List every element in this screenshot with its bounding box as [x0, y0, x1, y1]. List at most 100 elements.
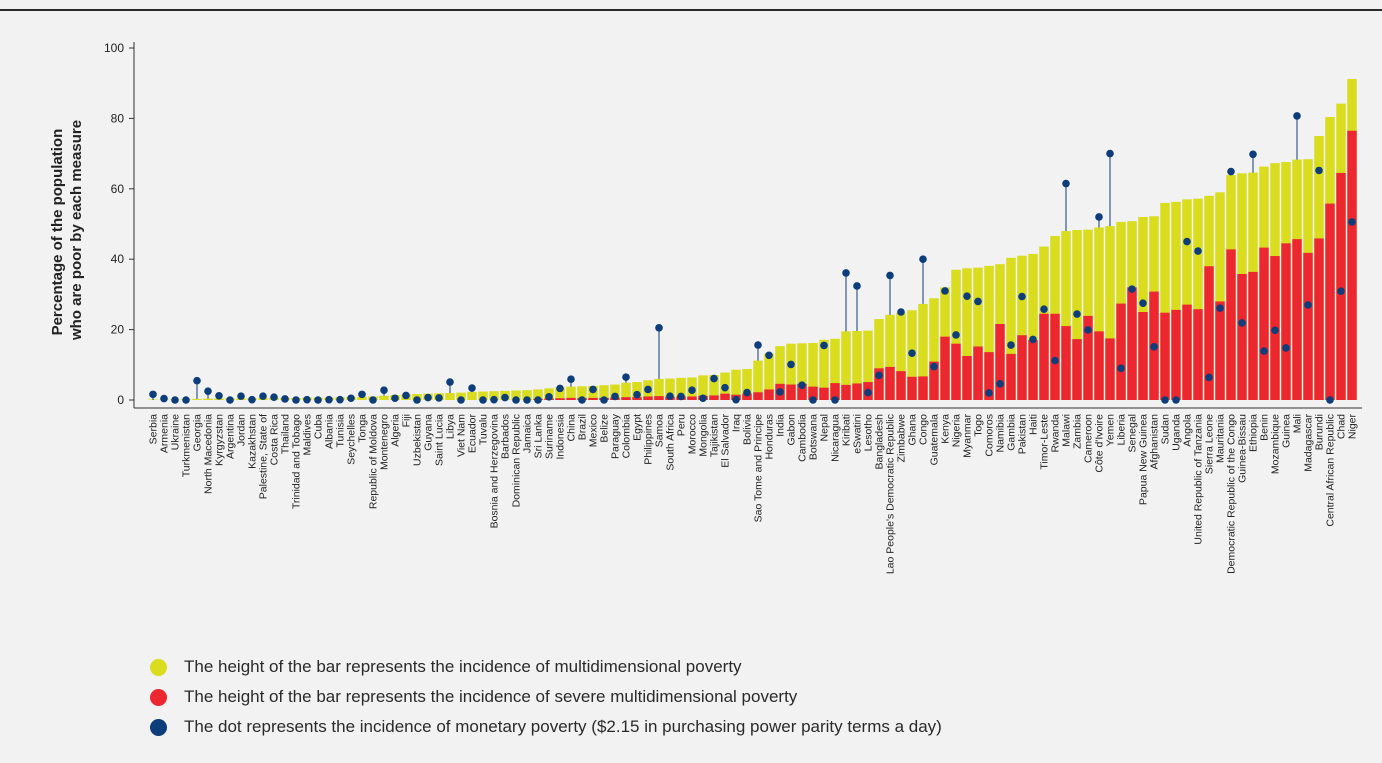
x-tick-label: Rwanda	[1050, 414, 1062, 453]
dot-monetary	[325, 395, 333, 404]
x-tick-label: Gabon	[786, 414, 798, 446]
y-tick-label: 60	[111, 182, 125, 196]
x-tick-label: Dominican Republic	[511, 414, 523, 507]
x-tick-label: Armenia	[159, 414, 171, 453]
dot-monetary	[974, 297, 982, 306]
dot-monetary	[413, 396, 421, 404]
dot-monetary	[622, 373, 630, 381]
bar-severe	[1017, 335, 1027, 400]
bar-severe	[566, 397, 576, 400]
dot-monetary	[1051, 356, 1059, 365]
bar-multidimensional	[1028, 253, 1038, 400]
bar-severe	[1127, 287, 1137, 400]
dot-monetary	[820, 341, 828, 350]
dot-monetary	[1106, 149, 1114, 158]
x-tick-label: Comoros	[984, 414, 996, 457]
bar-severe	[1171, 309, 1181, 400]
x-tick-label: India	[775, 414, 787, 437]
x-tick-label: Egypt	[632, 414, 644, 441]
dot-monetary	[435, 394, 443, 402]
x-tick-label: eSwatini	[852, 414, 864, 454]
dot-monetary	[1249, 150, 1257, 159]
x-tick-label: Namibia	[995, 414, 1007, 453]
bar-severe	[874, 368, 884, 400]
dot-monetary	[380, 386, 388, 394]
x-tick-label: Senegal	[1127, 414, 1139, 453]
dot-monetary	[457, 396, 465, 404]
y-tick-label: 100	[104, 41, 124, 55]
dot-monetary	[424, 393, 432, 402]
dot-monetary	[1293, 112, 1301, 120]
x-tick-label: Botswana	[808, 414, 820, 460]
x-tick-label: Seychelles	[346, 414, 358, 465]
dot-monetary	[644, 385, 652, 394]
bar-severe	[753, 392, 763, 400]
x-tick-label: Sri Lanka	[533, 414, 545, 459]
x-tick-label: Ecuador	[467, 413, 479, 453]
dot-monetary	[303, 395, 311, 404]
dot-monetary	[512, 396, 520, 404]
x-tick-label: Benin	[1259, 414, 1271, 441]
bar-severe	[1303, 252, 1313, 400]
y-tick-label: 80	[111, 111, 125, 125]
dot-monetary	[556, 384, 564, 393]
bar-multidimensional	[192, 398, 202, 400]
dot-monetary	[1018, 292, 1026, 301]
bar-multidimensional	[599, 385, 609, 400]
dot-monetary	[1271, 326, 1279, 335]
bar-multidimensional	[709, 375, 719, 400]
bar-multidimensional	[841, 331, 851, 400]
legend-swatch-blue	[150, 718, 167, 736]
bar-severe	[621, 397, 631, 400]
bar-multidimensional	[764, 353, 774, 400]
bar-severe	[808, 386, 818, 400]
bar-multidimensional	[786, 343, 796, 400]
x-tick-label: Montenegro	[379, 414, 391, 470]
x-tick-label: Guyana	[423, 414, 435, 451]
x-tick-label: Palestine, State of	[258, 414, 270, 499]
x-tick-label: Guinea	[1281, 414, 1293, 448]
dot-monetary	[985, 389, 993, 397]
x-tick-label: Republic of Moldova	[368, 414, 380, 509]
x-tick-label: Mongolia	[698, 414, 710, 457]
dot-monetary	[897, 308, 905, 316]
bar-severe	[1204, 266, 1214, 400]
x-tick-label: Algeria	[390, 414, 402, 447]
bar-severe	[1325, 203, 1335, 400]
x-tick-label: Fiji	[401, 414, 413, 427]
bar-multidimensional	[489, 391, 499, 400]
bar-multidimensional	[665, 378, 675, 400]
dot-monetary	[853, 282, 861, 290]
dot-monetary	[754, 341, 762, 349]
bar-multidimensional	[478, 391, 488, 400]
x-tick-label: Ethiopia	[1248, 414, 1260, 452]
y-tick-label: 0	[117, 393, 124, 407]
dot-monetary	[688, 386, 696, 394]
x-tick-label: Belize	[599, 414, 611, 443]
x-tick-label: Albania	[324, 414, 336, 449]
x-tick-label: Cuba	[313, 414, 325, 439]
dots	[149, 112, 1356, 404]
bar-severe	[896, 371, 906, 400]
dot-monetary	[281, 395, 289, 403]
x-tick-label: Yemen	[1105, 414, 1117, 446]
bar-severe	[973, 346, 983, 400]
dot-monetary	[952, 331, 960, 339]
dot-monetary	[347, 394, 355, 403]
bar-severe	[1083, 315, 1093, 400]
dot-monetary	[1040, 305, 1048, 313]
dot-monetary	[204, 387, 212, 396]
x-tick-label: Kazakhstan	[247, 414, 259, 469]
bar-multidimensional	[929, 298, 939, 400]
bar-multidimensional	[511, 390, 521, 400]
bar-severe	[852, 383, 862, 400]
bar-multidimensional	[379, 395, 389, 400]
y-axis-title: Percentage of the population who are poo…	[49, 120, 85, 341]
dot-monetary	[666, 392, 674, 400]
dot-monetary	[314, 396, 322, 404]
x-tick-label: Sao Tome and Principe	[753, 414, 765, 523]
bar-multidimensional	[962, 268, 972, 400]
legend: The height of the bar represents the inc…	[150, 652, 942, 742]
x-tick-label: China	[566, 414, 578, 442]
bar-multidimensional	[577, 386, 587, 400]
